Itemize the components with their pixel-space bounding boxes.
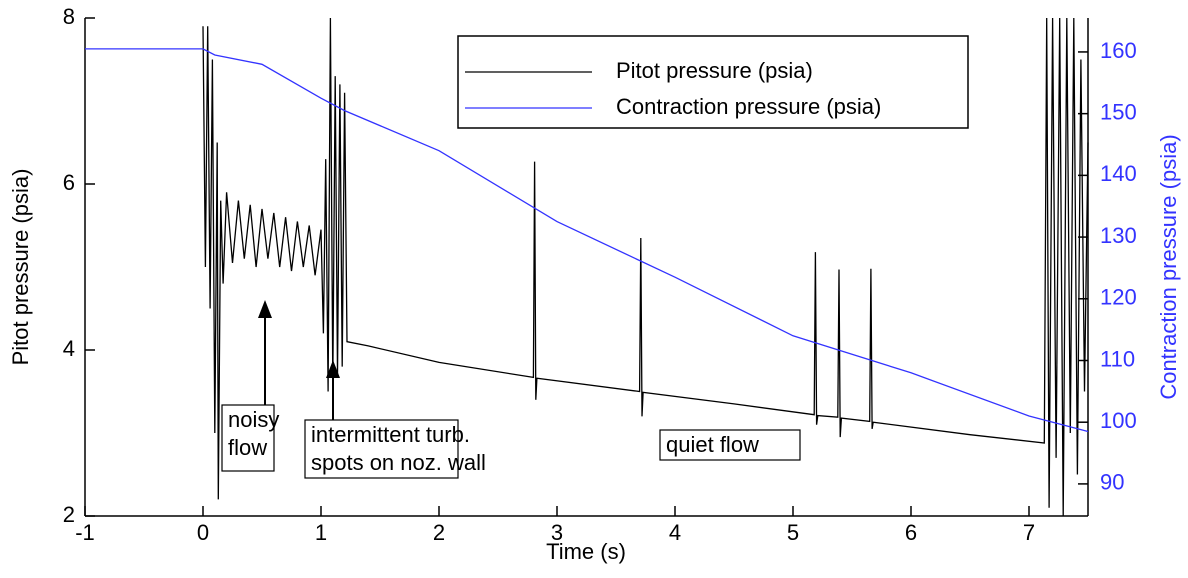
arrow-head xyxy=(258,300,272,318)
annotation: intermittent turb. xyxy=(311,422,470,447)
y2-tick-label: 150 xyxy=(1100,99,1137,124)
x-tick-label: 7 xyxy=(1023,520,1035,545)
y2-tick-label: 100 xyxy=(1100,408,1137,433)
annotation-box xyxy=(221,404,275,472)
x-tick-label: 4 xyxy=(669,520,681,545)
legend-label: Pitot pressure (psia) xyxy=(616,58,813,83)
y2-tick-label: 90 xyxy=(1100,470,1124,495)
legend-box xyxy=(457,35,969,129)
annotation: quiet flow xyxy=(666,432,759,457)
x-axis-label: Time (s) xyxy=(546,539,626,564)
y2-tick-label: 140 xyxy=(1100,161,1137,186)
y2-axis-label: Contraction pressure (psia) xyxy=(1156,134,1181,399)
y2-tick-label: 160 xyxy=(1100,38,1137,63)
series-line xyxy=(202,17,1089,517)
x-tick-label: 1 xyxy=(315,520,327,545)
y-tick-label: 4 xyxy=(63,336,75,361)
y-axis-label: Pitot pressure (psia) xyxy=(8,169,33,366)
series-line xyxy=(85,48,1089,433)
x-tick-label: 2 xyxy=(433,520,445,545)
x-tick-label: 0 xyxy=(197,520,209,545)
annotation: flow xyxy=(228,435,267,460)
legend-label: Contraction pressure (psia) xyxy=(616,94,881,119)
y-tick-label: 8 xyxy=(63,4,75,29)
x-tick-label: 5 xyxy=(787,520,799,545)
annotation-box xyxy=(659,429,801,461)
y2-tick-label: 120 xyxy=(1100,285,1137,310)
x-tick-label: 3 xyxy=(551,520,563,545)
y2-tick-label: 130 xyxy=(1100,223,1137,248)
y2-tick-label: 110 xyxy=(1100,346,1135,371)
y-tick-label: 2 xyxy=(63,502,75,527)
annotation: noisy xyxy=(228,407,279,432)
annotation: spots on noz. wall xyxy=(311,450,486,475)
x-tick-label: 6 xyxy=(905,520,917,545)
annotation-box xyxy=(304,419,459,479)
y-tick-label: 6 xyxy=(63,170,75,195)
x-tick-label: -1 xyxy=(75,520,95,545)
